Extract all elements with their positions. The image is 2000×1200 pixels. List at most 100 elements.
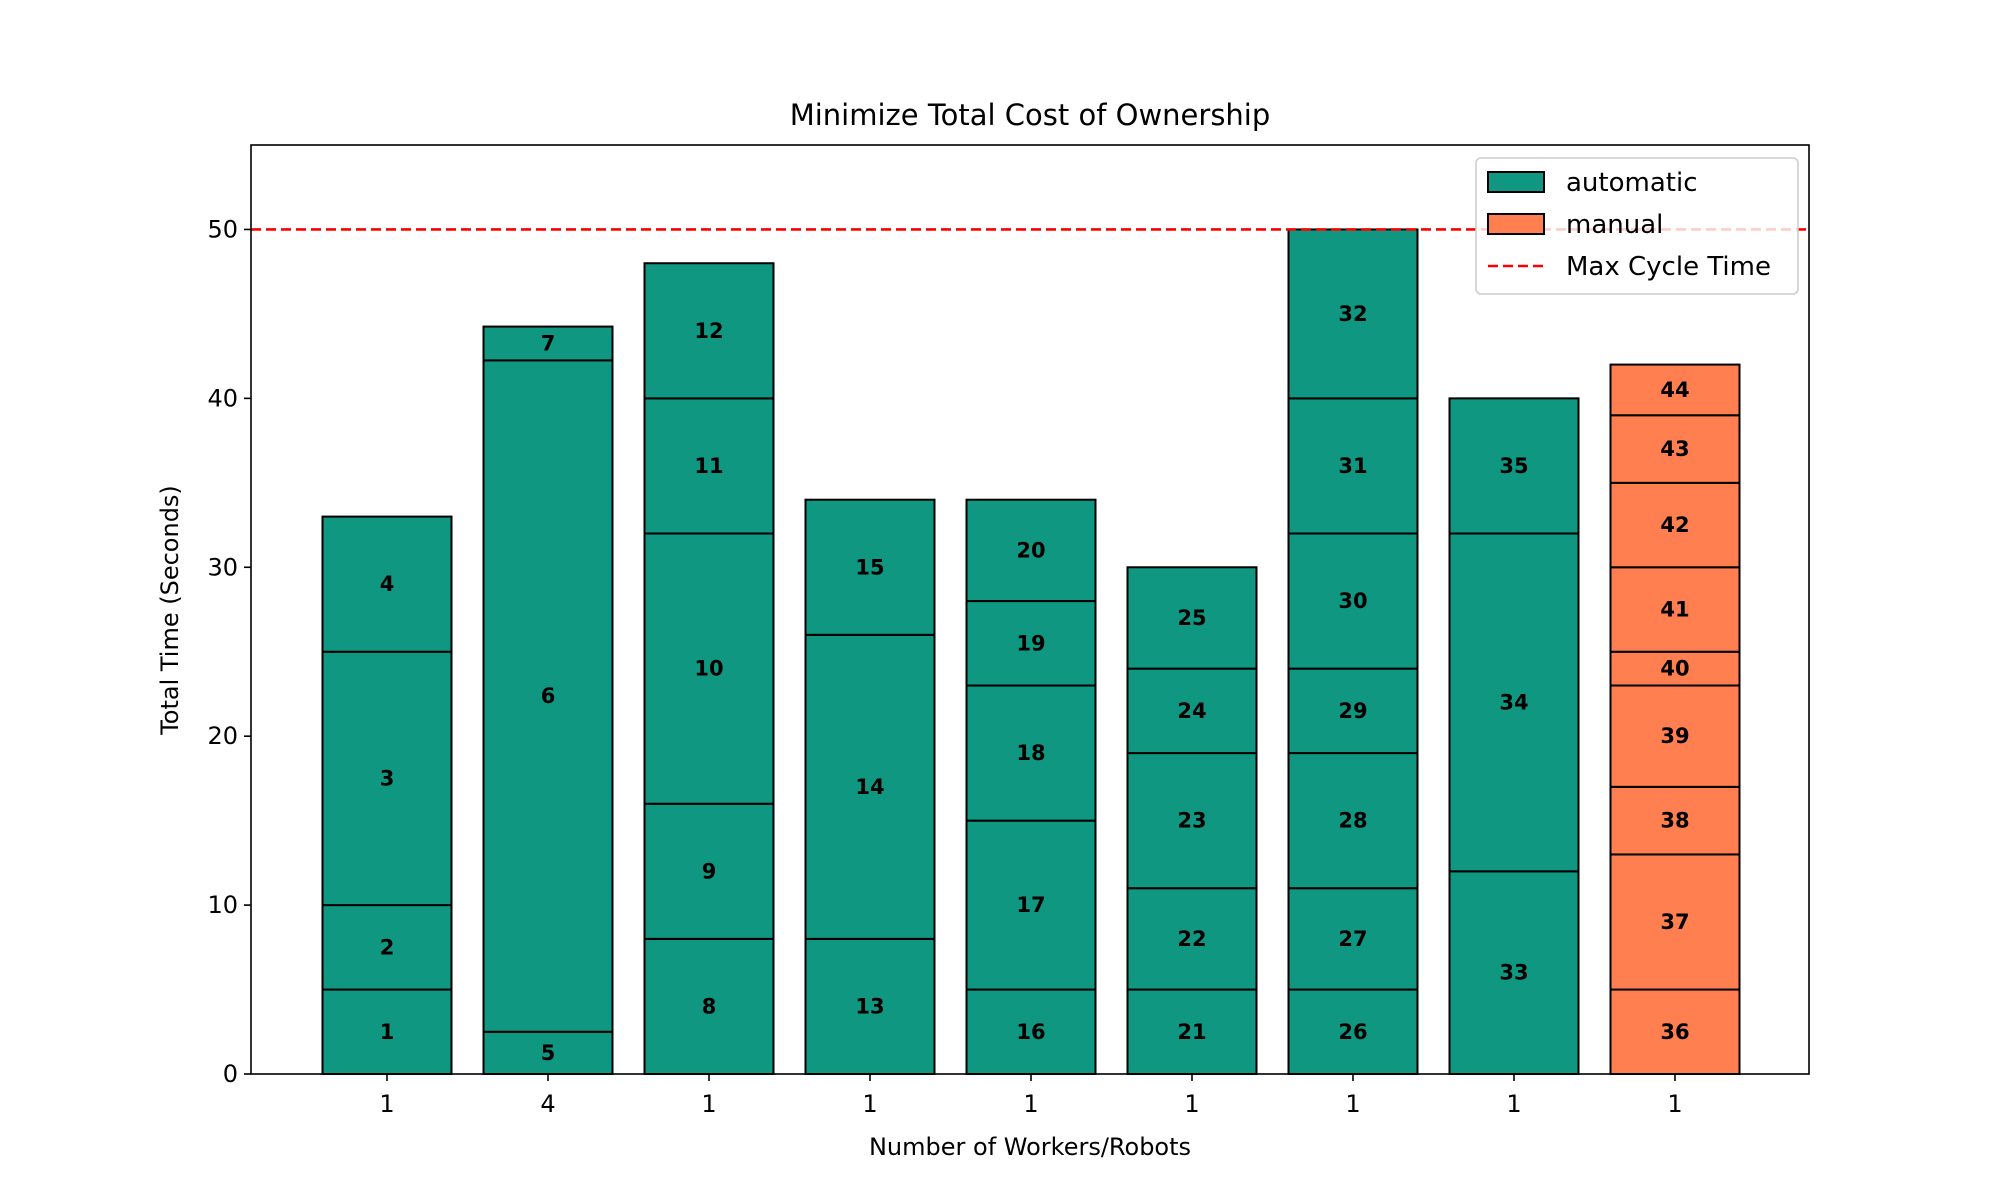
segment-label: 18	[1016, 741, 1045, 765]
bar-stack: 33 34 35	[1448, 397, 1580, 1075]
segment-label: 28	[1338, 809, 1367, 833]
segment-label: 9	[702, 859, 717, 883]
segment-label: 37	[1660, 910, 1689, 934]
legend-label: Max Cycle Time	[1566, 252, 1771, 282]
segment-label: 3	[380, 766, 395, 790]
segment-label: 6	[541, 684, 556, 708]
bar-segment	[965, 819, 1097, 991]
bar-segment	[1287, 667, 1419, 755]
y-tick-label: 40	[207, 384, 238, 412]
segment-label: 19	[1016, 631, 1045, 655]
segment-label: 13	[855, 994, 884, 1018]
segment-label: 10	[694, 657, 723, 681]
bar-stack: 36 37 38 39 40 41 42 43 44	[1609, 363, 1741, 1076]
bar-segment	[1609, 853, 1741, 991]
bar-segment	[321, 988, 453, 1076]
bar-segment	[1126, 887, 1258, 991]
legend-label: automatic	[1566, 168, 1698, 198]
segment-label: 15	[855, 555, 884, 579]
x-tick-label: 1	[1345, 1090, 1360, 1118]
legend-label: manual	[1566, 210, 1663, 240]
bar-segment	[1609, 785, 1741, 856]
bar-segment	[1609, 414, 1741, 484]
segment-label: 24	[1177, 699, 1206, 723]
bar-segment	[643, 532, 775, 805]
segment-label: 39	[1660, 724, 1689, 748]
segment-label: 29	[1338, 699, 1367, 723]
x-tick-label: 1	[1023, 1090, 1038, 1118]
bar-segment	[804, 633, 936, 940]
x-axis: 1 4 1 1 1 1 1 1 1	[379, 1074, 1683, 1118]
bar-segment	[965, 988, 1097, 1076]
y-tick-label: 10	[207, 891, 238, 919]
bar-segment	[804, 498, 936, 636]
segment-label: 43	[1660, 437, 1689, 461]
bars-layer: 1234567891011121314151617181920212223242…	[321, 228, 1741, 1076]
bar-stack: 26 27 28 29 30 31 32	[1287, 228, 1419, 1076]
bar-segment	[1126, 667, 1258, 755]
bar-segment	[643, 937, 775, 1076]
segment-label: 35	[1499, 454, 1528, 478]
x-tick-label: 1	[862, 1090, 877, 1118]
segment-label: 20	[1016, 538, 1045, 562]
segment-label: 31	[1338, 454, 1367, 478]
segment-label: 32	[1338, 302, 1367, 326]
segment-label: 41	[1660, 598, 1689, 622]
segment-label: 5	[541, 1041, 556, 1065]
legend-swatch-automatic	[1487, 171, 1545, 193]
x-tick-label: 1	[1184, 1090, 1199, 1118]
segment-label: 40	[1660, 657, 1689, 681]
bar-segment	[482, 359, 614, 1033]
legend-swatch-manual	[1487, 213, 1545, 235]
y-tick-label: 30	[207, 553, 238, 581]
bar-segment	[804, 937, 936, 1076]
bar-segment	[1126, 566, 1258, 670]
bar-stack: 13 14 15	[804, 498, 936, 1076]
segment-label: 2	[380, 935, 395, 959]
bar-segment	[965, 498, 1097, 603]
segment-label: 34	[1499, 690, 1528, 714]
bar-segment	[1287, 988, 1419, 1076]
segment-label: 33	[1499, 961, 1528, 985]
bar-segment	[1448, 532, 1580, 873]
segment-label: 17	[1016, 893, 1045, 917]
segment-label: 23	[1177, 809, 1206, 833]
segment-label: 42	[1660, 513, 1689, 537]
bar-segment	[321, 904, 453, 991]
bar-segment	[482, 1030, 614, 1075]
bar-segment	[482, 325, 614, 362]
y-axis: 0 10 20 30 40 50	[207, 215, 251, 1088]
bar-stack: 16 17 18 19 20	[965, 498, 1097, 1076]
bar-segment	[1448, 870, 1580, 1075]
segment-label: 38	[1660, 809, 1689, 833]
segment-label: 27	[1338, 927, 1367, 951]
segment-label: 26	[1338, 1020, 1367, 1044]
bar-stack: 21 22 23 24 25	[1126, 566, 1258, 1076]
bar-segment	[643, 262, 775, 400]
segment-label: 21	[1177, 1020, 1206, 1044]
segment-label: 11	[694, 454, 723, 478]
y-tick-label: 20	[207, 722, 238, 750]
segment-label: 22	[1177, 927, 1206, 951]
chart-title: Minimize Total Cost of Ownership	[790, 98, 1271, 132]
y-tick-label: 0	[223, 1060, 238, 1088]
x-tick-label: 4	[540, 1090, 555, 1118]
legend-box	[1475, 157, 1799, 295]
segment-label: 14	[855, 775, 884, 799]
x-axis-title: Number of Workers/Robots	[869, 1133, 1191, 1161]
segment-label: 7	[541, 331, 556, 355]
bar-segment	[965, 600, 1097, 687]
bar-segment	[1287, 887, 1419, 991]
legend: automatic manual Max Cycle Time	[1475, 157, 1799, 295]
bar-segment	[1287, 228, 1419, 400]
plot-frame	[250, 144, 1810, 1075]
y-axis-title: Total Time (Seconds)	[156, 485, 184, 736]
bar-segment	[321, 515, 453, 653]
bar-segment	[1609, 363, 1741, 417]
segment-label: 4	[380, 572, 395, 596]
bar-segment	[321, 650, 453, 907]
bar-stack: 1 2 3 4	[321, 515, 453, 1076]
x-tick-label: 1	[379, 1090, 394, 1118]
bar-segment	[1126, 752, 1258, 890]
bar-stack: 5 6 7	[482, 325, 614, 1075]
